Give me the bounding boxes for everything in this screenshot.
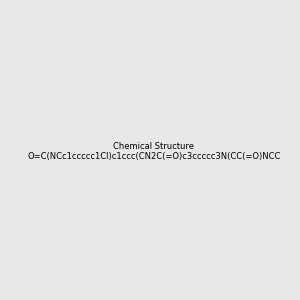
- Text: Chemical Structure
O=C(NCc1ccccc1Cl)c1ccc(CN2C(=O)c3ccccc3N(CC(=O)NCC: Chemical Structure O=C(NCc1ccccc1Cl)c1cc…: [27, 142, 280, 161]
